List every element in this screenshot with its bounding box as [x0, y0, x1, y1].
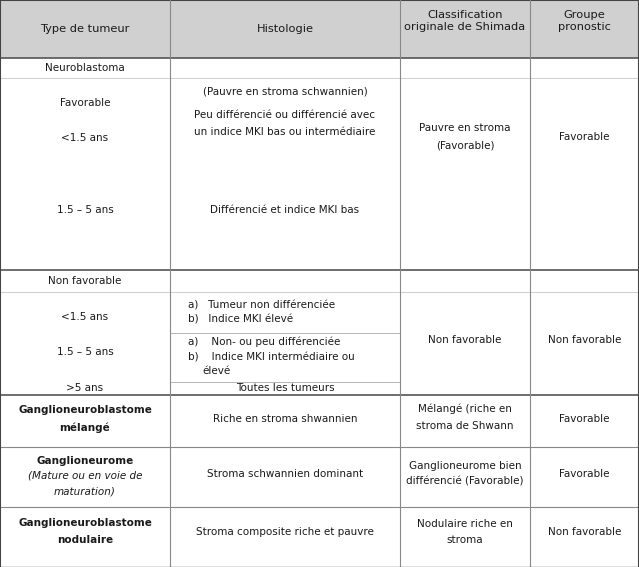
Text: 1.5 – 5 ans: 1.5 – 5 ans	[57, 205, 113, 215]
Text: <1.5 ans: <1.5 ans	[61, 312, 109, 322]
Text: un indice MKI bas ou intermédiaire: un indice MKI bas ou intermédiaire	[194, 127, 376, 137]
Text: stroma: stroma	[447, 535, 483, 545]
Text: a)    Non- ou peu différenciée: a) Non- ou peu différenciée	[188, 337, 341, 347]
Text: Stroma composite riche et pauvre: Stroma composite riche et pauvre	[196, 527, 374, 537]
Text: >5 ans: >5 ans	[66, 383, 104, 393]
Text: Groupe
pronostic: Groupe pronostic	[558, 10, 611, 32]
Text: Favorable: Favorable	[60, 98, 111, 108]
Text: Riche en stroma shwannien: Riche en stroma shwannien	[213, 414, 357, 424]
Text: (Pauvre en stroma schwannien): (Pauvre en stroma schwannien)	[203, 86, 367, 96]
Text: b)   Indice MKI élevé: b) Indice MKI élevé	[188, 315, 293, 325]
Text: stroma de Shwann: stroma de Shwann	[416, 421, 514, 431]
Text: élevé: élevé	[202, 366, 230, 376]
Text: Favorable: Favorable	[559, 414, 610, 424]
Text: Neuroblastoma: Neuroblastoma	[45, 63, 125, 73]
Text: Stroma schwannien dominant: Stroma schwannien dominant	[207, 469, 363, 479]
Text: Ganglioneurome bien: Ganglioneurome bien	[409, 461, 521, 471]
Text: Type de tumeur: Type de tumeur	[40, 24, 130, 34]
Text: Différencié et indice MKI bas: Différencié et indice MKI bas	[210, 205, 360, 215]
Text: différencié (Favorable): différencié (Favorable)	[406, 477, 524, 487]
Text: (Mature ou en voie de: (Mature ou en voie de	[27, 471, 142, 481]
Text: Ganglioneurome: Ganglioneurome	[36, 456, 134, 466]
Text: (Favorable): (Favorable)	[436, 140, 494, 150]
Text: maturation): maturation)	[54, 486, 116, 496]
Text: Mélangé (riche en: Mélangé (riche en	[418, 404, 512, 414]
Text: Favorable: Favorable	[559, 132, 610, 142]
Text: Non favorable: Non favorable	[428, 335, 502, 345]
Text: a)   Tumeur non différenciée: a) Tumeur non différenciée	[188, 300, 335, 310]
Text: Histologie: Histologie	[256, 24, 314, 34]
Text: Non favorable: Non favorable	[49, 276, 121, 286]
Text: b)    Indice MKI intermédiaire ou: b) Indice MKI intermédiaire ou	[188, 352, 355, 362]
Text: nodulaire: nodulaire	[57, 535, 113, 545]
Bar	[0, 0, 639, 58]
Text: Non favorable: Non favorable	[548, 335, 621, 345]
Text: Non favorable: Non favorable	[548, 527, 621, 537]
Text: 1.5 – 5 ans: 1.5 – 5 ans	[57, 347, 113, 357]
Text: <1.5 ans: <1.5 ans	[61, 133, 109, 143]
Text: Classification
originale de Shimada: Classification originale de Shimada	[404, 10, 525, 32]
Text: Nodulaire riche en: Nodulaire riche en	[417, 519, 513, 529]
Text: Pauvre en stroma: Pauvre en stroma	[419, 123, 511, 133]
Text: Ganglioneuroblastome: Ganglioneuroblastome	[18, 405, 152, 415]
Text: Toutes les tumeurs: Toutes les tumeurs	[236, 383, 334, 393]
Text: Ganglioneuroblastome: Ganglioneuroblastome	[18, 518, 152, 528]
Text: Favorable: Favorable	[559, 469, 610, 479]
Text: Peu différencié ou différencié avec: Peu différencié ou différencié avec	[194, 110, 376, 120]
Text: mélangé: mélangé	[59, 423, 111, 433]
